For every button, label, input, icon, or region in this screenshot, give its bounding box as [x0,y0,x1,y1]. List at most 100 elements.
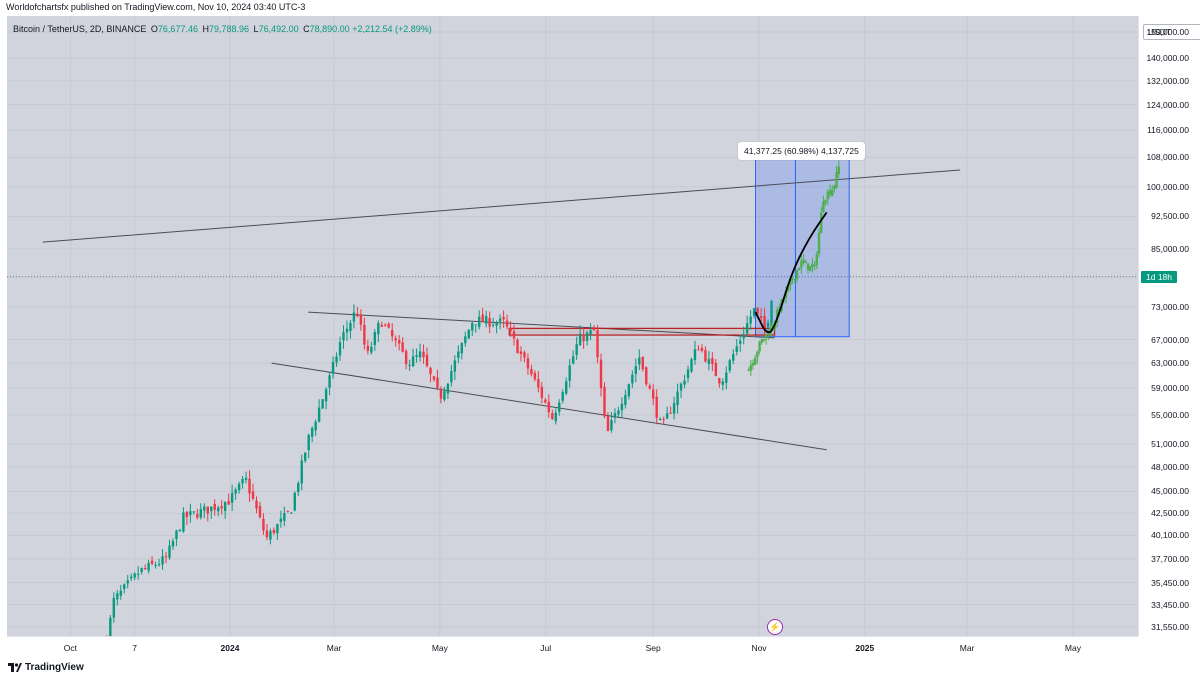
projection-candle-body [795,270,799,280]
candle-body [460,342,464,354]
candle-body [203,506,206,511]
candle-body [481,314,484,323]
projection-candle-body [833,185,836,189]
candle-body [502,316,505,320]
candle-body [136,573,140,575]
price-tick-label: 100,000.00 [1146,181,1189,192]
price-tick-label: 42,500.00 [1151,508,1189,519]
time-axis[interactable]: Oct 7 2024 Mar May Jul Sep Nov 2025 Mar May [7,636,1138,659]
candle-body [474,324,477,326]
candle-body [199,509,203,518]
projection-candle-body [806,263,810,270]
candle-body [631,374,634,384]
time-tick-label: Mar [959,643,975,653]
candle-body [523,352,526,358]
candle-body [321,399,324,409]
candle-body [770,300,773,324]
candle-body [735,346,738,352]
tradingview-logo[interactable]: TradingView [8,662,84,673]
price-axis[interactable]: USDT 1d 18h 150,000.00 140,000.00 132,000.… [1138,16,1200,636]
candle-body [418,351,422,358]
currency-selector[interactable]: USDT [1143,24,1200,40]
candle-body [478,316,481,327]
candle-body [241,478,244,484]
candle-body [498,318,502,322]
candle-body [262,518,265,531]
candle-body [401,342,404,352]
candle-body [164,556,168,558]
projection-candle-body [808,265,812,272]
candle-body [467,329,470,339]
candle-body [119,590,122,596]
candle-body [394,338,397,341]
candle-body [255,500,258,509]
candle-body [265,530,269,538]
low-key: L [253,24,259,34]
projection-candle-body [791,279,794,281]
candle-body [279,518,283,522]
price-tick-label: 124,000.00 [1146,99,1189,110]
candle-body [297,483,300,492]
candle-body [304,452,307,461]
candle-body [669,412,672,414]
price-chart [7,16,1138,636]
candle-body [248,478,251,494]
projection-candle-body [760,339,763,343]
projection-candle-body [819,212,823,234]
candle-body [234,489,237,494]
candle-body [210,506,213,512]
candle-body [547,401,551,413]
candle-body [178,530,182,532]
candle-body [537,378,540,388]
tradingview-logo-text: TradingView [25,662,84,673]
candle-body [571,356,575,364]
candle-body [693,349,697,361]
price-tick-label: 48,000.00 [1151,461,1189,472]
candle-body [359,314,363,325]
candle-body [227,501,230,505]
time-tick-label: 2024 [220,643,240,653]
candle-body [648,385,651,389]
trendline-wedge-top [308,311,775,339]
candle-body [721,381,725,385]
low-value: 76,492.00 [258,24,299,34]
price-tick-label: 63,000.00 [1151,358,1189,369]
currency-label: USDT [1148,27,1172,37]
candle-body [185,511,189,517]
candle-body [714,362,718,377]
projection-candle-body [817,232,821,254]
candle-body [439,390,443,399]
candle-body [150,560,154,564]
price-tick-label: 31,550.00 [1151,622,1189,632]
chart-plot-area[interactable]: Bitcoin / TetherUS, 2D, BINANCE O76,677.… [7,16,1138,636]
candle-body [679,383,683,391]
time-tick-label: 2025 [855,643,875,653]
candle-body [491,324,495,326]
lightning-event-icon[interactable]: ⚡ [767,619,783,635]
projection-candle-body [813,265,816,267]
publisher-text: Worldofchartsfx published on TradingView… [6,2,306,12]
candle-body [638,357,641,365]
symbol-label: Bitcoin / TetherUS, 2D, BINANCE [13,24,147,34]
candle-body [317,407,321,422]
candle-body [603,387,606,417]
candle-body [432,376,436,380]
candle-body [568,365,571,381]
candle-body [408,365,411,367]
candle-body [133,573,136,578]
candle-body [269,531,272,540]
price-tick-label: 40,100.00 [1151,530,1189,541]
candle-body [397,340,401,344]
candle-body [168,545,171,558]
candle-body [540,386,544,398]
price-tick-label: 108,000.00 [1146,152,1189,163]
candle-body [143,568,147,570]
candle-body [429,367,432,375]
candle-body [213,504,216,510]
candle-body [154,564,157,566]
candle-body [763,316,766,329]
candle-body [704,350,707,362]
candle-body [565,381,568,394]
candle-body [672,403,676,414]
candle-body [728,360,731,371]
